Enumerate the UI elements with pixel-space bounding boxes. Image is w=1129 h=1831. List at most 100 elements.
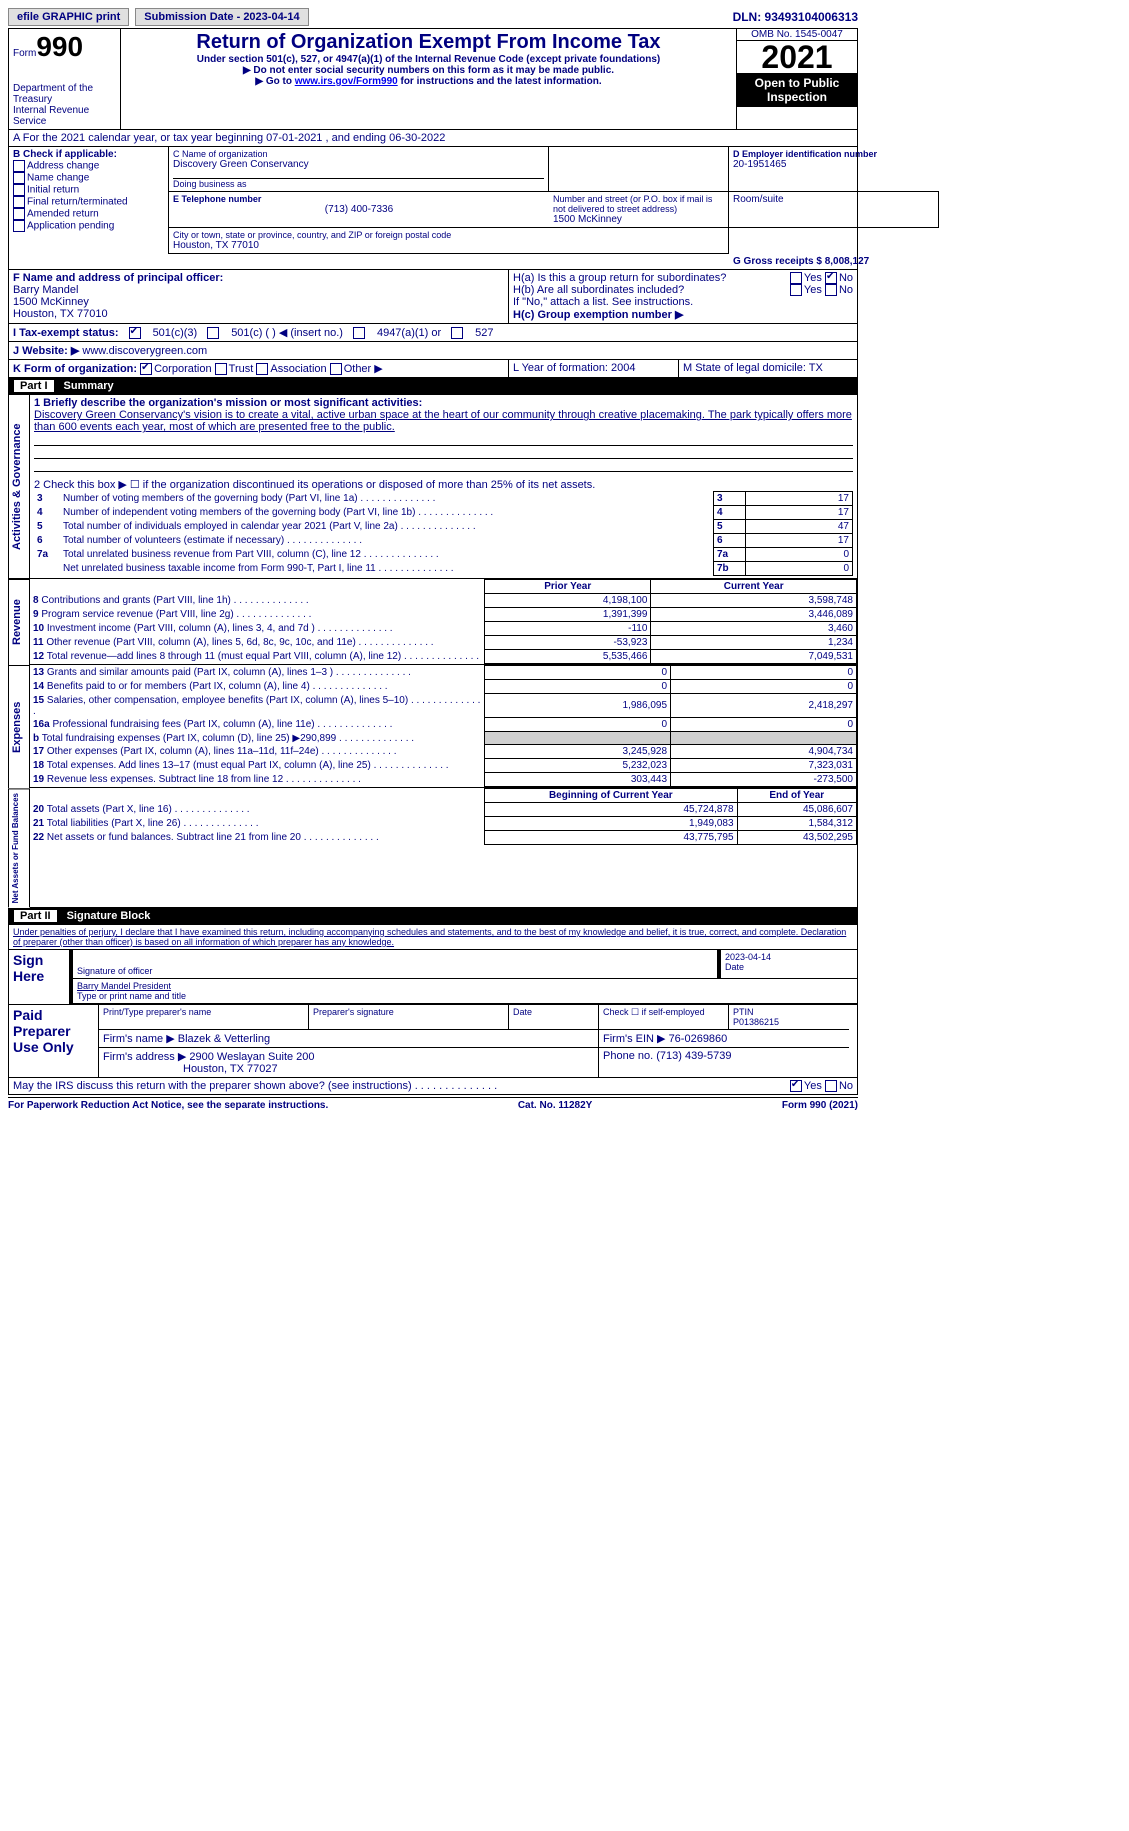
section-f-h: F Name and address of principal officer:… [8, 270, 858, 324]
tax-year: 2021 [737, 41, 857, 73]
website: www.discoverygreen.com [82, 345, 207, 357]
gov-row: 4Number of independent voting members of… [34, 506, 853, 520]
firm-addr1: 2900 Weslayan Suite 200 [189, 1051, 314, 1063]
i-label: I Tax-exempt status: [13, 327, 119, 339]
section-b-to-g: B Check if applicable: Address changeNam… [8, 147, 858, 270]
chk-527[interactable] [451, 327, 463, 339]
side-revenue: Revenue [8, 579, 30, 665]
chk-501c[interactable] [207, 327, 219, 339]
b-label: B Check if applicable: [13, 149, 164, 160]
city-label: City or town, state or province, country… [173, 230, 724, 240]
ha-label: H(a) Is this a group return for subordin… [513, 272, 726, 284]
data-row: 11 Other revenue (Part VIII, column (A),… [30, 636, 857, 650]
k-opt-1[interactable] [215, 363, 227, 375]
sig-officer-label: Signature of officer [77, 966, 152, 976]
subtitle-3: ▶ Go to www.irs.gov/Form990 for instruct… [125, 76, 732, 87]
b-option[interactable]: Name change [13, 172, 164, 184]
firm-phone: (713) 439-5739 [656, 1050, 731, 1062]
subtitle-2: ▶ Do not enter social security numbers o… [125, 65, 732, 76]
line-i: I Tax-exempt status: 501(c)(3) 501(c) ( … [8, 324, 858, 342]
ha-no[interactable] [825, 272, 837, 284]
phone: (713) 400-7336 [173, 204, 545, 215]
g-gross-receipts: G Gross receipts $ 8,008,127 [729, 254, 939, 269]
data-row: b Total fundraising expenses (Part IX, c… [30, 732, 857, 745]
discuss-yes[interactable] [790, 1080, 802, 1092]
officer-typed: Barry Mandel President [77, 981, 853, 991]
l-year: L Year of formation: 2004 [509, 360, 679, 377]
city-state-zip: Houston, TX 77010 [173, 240, 724, 251]
perjury-statement: Under penalties of perjury, I declare th… [8, 924, 858, 950]
footer-right: Form 990 (2021) [782, 1100, 858, 1111]
prep-sig-label: Preparer's signature [309, 1005, 509, 1030]
col-prior: Prior Year [485, 580, 651, 594]
e-label: E Telephone number [173, 194, 545, 204]
col-eoy: End of Year [737, 789, 856, 803]
m-state: M State of legal domicile: TX [679, 360, 857, 377]
irs-link[interactable]: www.irs.gov/Form990 [295, 76, 398, 87]
gov-row: 7aTotal unrelated business revenue from … [34, 548, 853, 562]
b-option[interactable]: Final return/terminated [13, 196, 164, 208]
part-2-header: Part II Signature Block [8, 908, 858, 924]
dept-treasury: Department of the Treasury [13, 83, 116, 105]
b-option[interactable]: Initial return [13, 184, 164, 196]
line-j: J Website: ▶ www.discoverygreen.com [8, 342, 858, 360]
data-row: 19 Revenue less expenses. Subtract line … [30, 773, 857, 787]
ha-yes[interactable] [790, 272, 802, 284]
c-label: C Name of organization [173, 149, 544, 159]
form-title: Return of Organization Exempt From Incom… [125, 31, 732, 54]
discuss-no[interactable] [825, 1080, 837, 1092]
street-address: 1500 McKinney [553, 214, 724, 225]
ein: 20-1951465 [733, 159, 935, 170]
j-label: J Website: ▶ [13, 345, 79, 357]
k-opt-0[interactable] [140, 363, 152, 375]
gov-row: 6Total number of volunteers (estimate if… [34, 534, 853, 548]
efile-print-button[interactable]: efile GRAPHIC print [8, 8, 129, 26]
hb-note: If "No," attach a list. See instructions… [513, 296, 853, 308]
officer-name: Barry Mandel [13, 284, 504, 296]
data-row: 22 Net assets or fund balances. Subtract… [30, 831, 857, 845]
b-option[interactable]: Amended return [13, 208, 164, 220]
hc-label: H(c) Group exemption number ▶ [513, 308, 853, 321]
officer-addr2: Houston, TX 77010 [13, 308, 504, 320]
l2: 2 Check this box ▶ ☐ if the organization… [34, 478, 853, 491]
firm-ein: 76-0269860 [669, 1033, 728, 1045]
form-header: Form990 Department of the Treasury Inter… [8, 28, 858, 130]
part-1-header: Part I Summary [8, 378, 858, 394]
data-row: 17 Other expenses (Part IX, column (A), … [30, 745, 857, 759]
sign-here-label: Sign Here [9, 950, 69, 1004]
data-row: 12 Total revenue—add lines 8 through 11 … [30, 650, 857, 664]
ptin: P01386215 [733, 1017, 845, 1027]
data-row: 16a Professional fundraising fees (Part … [30, 718, 857, 732]
col-boy: Beginning of Current Year [485, 789, 737, 803]
b-option[interactable]: Application pending [13, 220, 164, 232]
submission-date: Submission Date - 2023-04-14 [135, 8, 308, 26]
k-opt-2[interactable] [256, 363, 268, 375]
paid-preparer-label: Paid Preparer Use Only [9, 1005, 99, 1077]
check-self-employed: Check ☐ if self-employed [599, 1005, 729, 1030]
hb-no[interactable] [825, 284, 837, 296]
gov-row: Net unrelated business taxable income fr… [34, 562, 853, 576]
sign-here-block: Sign Here Signature of officer 2023-04-1… [8, 950, 858, 1005]
data-row: 13 Grants and similar amounts paid (Part… [30, 666, 857, 680]
data-row: 9 Program service revenue (Part VIII, li… [30, 608, 857, 622]
hb-yes[interactable] [790, 284, 802, 296]
line-k-l-m: K Form of organization: Corporation Trus… [8, 360, 858, 378]
k-opt-3[interactable] [330, 363, 342, 375]
data-row: 21 Total liabilities (Part X, line 26)1,… [30, 817, 857, 831]
paid-preparer-block: Paid Preparer Use Only Print/Type prepar… [8, 1005, 858, 1078]
side-net-assets: Net Assets or Fund Balances [8, 788, 30, 907]
d-label: D Employer identification number [733, 149, 935, 159]
b-option[interactable]: Address change [13, 160, 164, 172]
officer-addr1: 1500 McKinney [13, 296, 504, 308]
data-row: 18 Total expenses. Add lines 13–17 (must… [30, 759, 857, 773]
f-label: F Name and address of principal officer: [13, 272, 504, 284]
room-label: Room/suite [729, 192, 939, 228]
chk-4947[interactable] [353, 327, 365, 339]
col-current: Current Year [651, 580, 857, 594]
chk-501c3[interactable] [129, 327, 141, 339]
open-to-public: Open to Public Inspection [737, 73, 857, 107]
discuss-line: May the IRS discuss this return with the… [8, 1078, 858, 1095]
footer-left: For Paperwork Reduction Act Notice, see … [8, 1100, 328, 1111]
subtitle-1: Under section 501(c), 527, or 4947(a)(1)… [125, 54, 732, 65]
topbar: efile GRAPHIC print Submission Date - 20… [8, 8, 858, 26]
